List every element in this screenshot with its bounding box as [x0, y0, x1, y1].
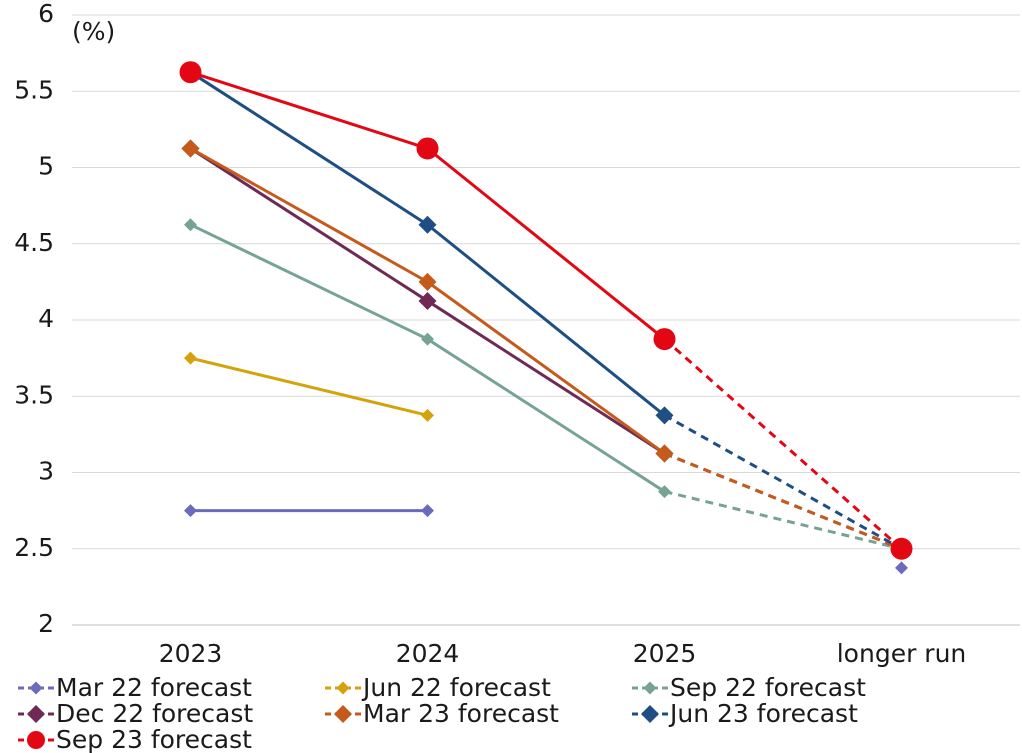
x-tick-label: 2023 — [159, 639, 223, 668]
y-tick-label: 4 — [38, 304, 54, 333]
y-tick-label: 5.5 — [14, 75, 54, 104]
point — [418, 291, 437, 310]
legend-marker — [336, 681, 350, 695]
legend-label: Jun 23 forecast — [668, 699, 858, 728]
legend-marker — [27, 731, 45, 749]
y-tick-label: 2.5 — [14, 533, 54, 562]
y-tick-label: 6 — [38, 0, 54, 28]
legend-marker — [27, 705, 45, 723]
point — [890, 537, 913, 560]
series-line — [190, 356, 428, 417]
legend-label: Mar 22 forecast — [56, 673, 252, 702]
point — [416, 137, 439, 160]
point — [418, 215, 437, 234]
series-line-dashed — [664, 490, 902, 551]
legend-label: Sep 23 forecast — [56, 725, 252, 753]
point — [184, 218, 197, 232]
x-tick-label: longer run — [837, 639, 967, 668]
point — [179, 61, 202, 84]
legend-marker — [29, 681, 43, 695]
legend-entry: Dec 22 forecast — [18, 699, 253, 728]
legend-label: Jun 22 forecast — [361, 673, 551, 702]
point — [655, 444, 674, 463]
point — [655, 406, 674, 425]
legend-entry: Jun 23 forecast — [632, 699, 858, 728]
point — [421, 332, 434, 346]
x-tick-label: 2024 — [396, 639, 460, 668]
point — [184, 504, 197, 518]
point — [181, 139, 200, 158]
series-line-dashed — [663, 337, 903, 550]
point — [658, 485, 671, 499]
legend-entry: Sep 23 forecast — [18, 725, 252, 753]
legend-label: Dec 22 forecast — [56, 699, 253, 728]
series-line-dashed — [663, 452, 903, 551]
y-tick-label: 3 — [38, 457, 54, 486]
legend-marker — [334, 705, 352, 723]
point — [421, 504, 434, 518]
point — [184, 351, 197, 365]
legend-entry: Mar 22 forecast — [18, 673, 252, 702]
point — [895, 561, 908, 575]
legend-marker — [641, 705, 659, 723]
point — [418, 272, 437, 291]
legend-entry: Mar 23 forecast — [325, 699, 559, 728]
y-tick-label: 4.5 — [14, 228, 54, 257]
y-tick-label: 2 — [38, 609, 54, 638]
legend-marker — [643, 681, 657, 695]
y-tick-label: 5 — [38, 152, 54, 181]
legend-label: Mar 23 forecast — [363, 699, 559, 728]
legend-label: Sep 22 forecast — [670, 673, 866, 702]
legend-entry: Sep 22 forecast — [632, 673, 866, 702]
point — [421, 408, 434, 422]
point — [653, 328, 676, 351]
x-tick-label: 2025 — [633, 639, 697, 668]
legend-entry: Jun 22 forecast — [325, 673, 551, 702]
y-unit: (%) — [72, 17, 115, 46]
y-tick-label: 3.5 — [14, 380, 54, 409]
series-line-dashed — [663, 414, 903, 551]
